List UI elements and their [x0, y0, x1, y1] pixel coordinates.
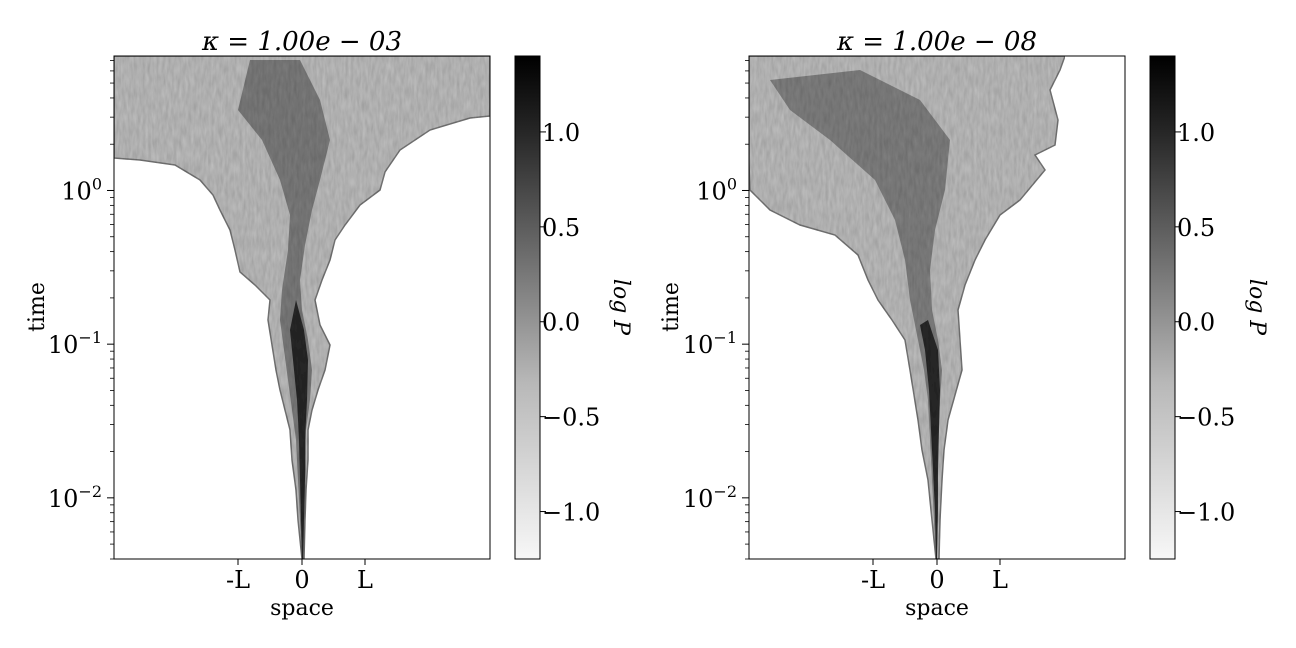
colorbar-ticks: −1.0 −0.5 0.0 0.5 1.0	[1175, 119, 1235, 527]
y-axis-label: time	[659, 282, 684, 332]
y-tick-label: 100	[61, 174, 102, 205]
y-tick-label: 10−2	[48, 482, 102, 513]
x-tick-label: L	[992, 566, 1008, 594]
colorbar-tick-label: 0.0	[1177, 309, 1215, 337]
x-tick-label: 0	[929, 566, 944, 594]
colorbar	[1149, 55, 1176, 560]
colorbar-label: log P	[1244, 279, 1269, 336]
colorbar	[514, 55, 541, 560]
x-axis-label: space	[270, 596, 334, 621]
x-ticks: -L 0 L	[861, 559, 1008, 594]
colorbar-tick-label: −0.5	[542, 404, 600, 432]
colorbar-tick-label: −1.0	[542, 499, 600, 527]
density-field	[748, 55, 1067, 560]
x-axis-label: space	[905, 596, 969, 621]
y-tick-label: 10−1	[683, 328, 737, 359]
y-axis: 10−2 10−1 100	[683, 60, 749, 560]
colorbar-tick-label: 1.0	[542, 119, 580, 147]
x-tick-label: -L	[226, 566, 250, 594]
y-tick-label: 10−1	[48, 328, 102, 359]
density-field	[113, 55, 491, 560]
panel-right: κ = 1.00e − 08 -L 0 L space 10−210−1100 …	[659, 27, 1269, 621]
chart-title: κ = 1.00e − 08	[836, 27, 1037, 57]
x-ticks: -L 0 L	[226, 559, 373, 594]
y-axis: 10−2 10−1 100	[48, 60, 114, 560]
colorbar-tick-label: 0.5	[1177, 214, 1215, 242]
colorbar-tick-label: 1.0	[1177, 119, 1215, 147]
y-tick-label: 100	[696, 174, 737, 205]
y-tick-label: 10−2	[683, 482, 737, 513]
y-axis-label: time	[25, 282, 50, 332]
colorbar-ticks: −1.0 −0.5 0.0 0.5 1.0	[540, 119, 600, 527]
x-tick-label: -L	[861, 566, 885, 594]
colorbar-tick-label: −1.0	[1177, 499, 1235, 527]
x-tick-label: 0	[294, 566, 309, 594]
colorbar-label: log P	[608, 279, 633, 336]
chart-title: κ = 1.00e − 03	[201, 27, 402, 57]
panel-left: κ = 1.00e − 03 -L 0 L space 10−210−1100 …	[25, 27, 633, 621]
colorbar-tick-label: 0.0	[542, 309, 580, 337]
x-tick-label: L	[357, 566, 373, 594]
colorbar-tick-label: −0.5	[1177, 404, 1235, 432]
colorbar-tick-label: 0.5	[542, 214, 580, 242]
